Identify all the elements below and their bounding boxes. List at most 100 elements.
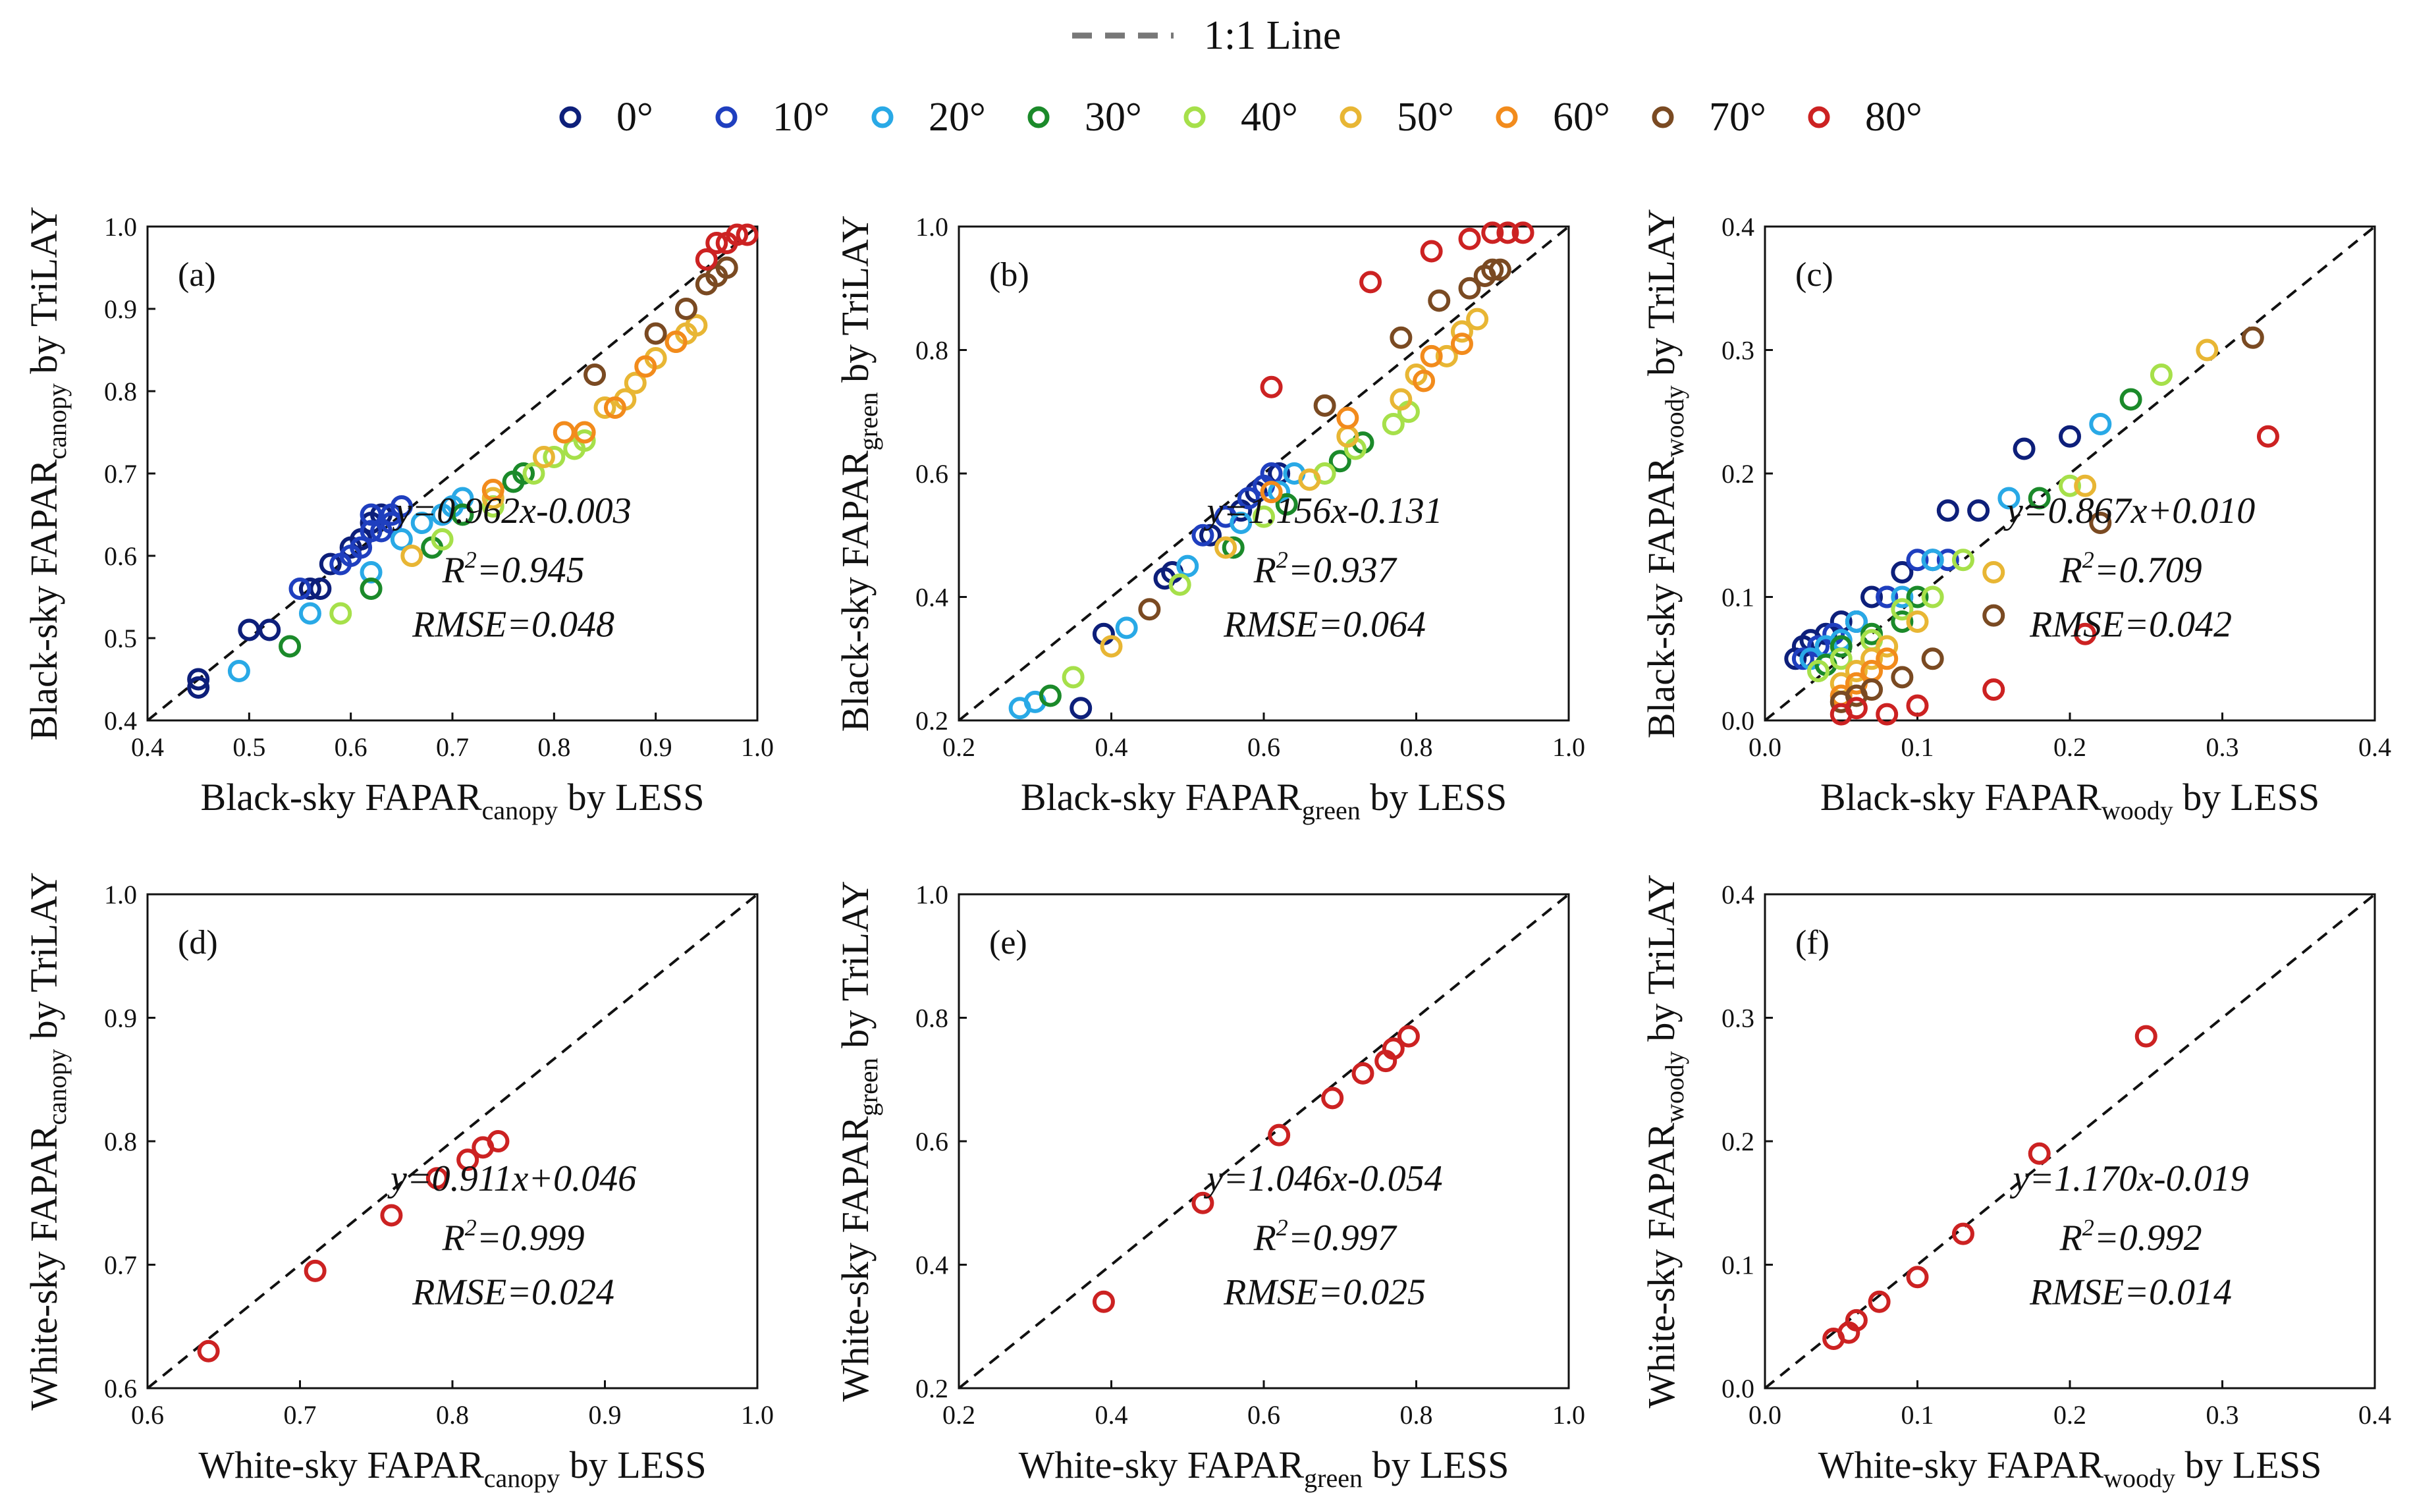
data-point-60deg (481, 479, 504, 501)
data-point-50deg (685, 314, 708, 337)
data-point-10deg (1237, 487, 1260, 510)
data-point-20deg (1230, 512, 1253, 534)
data-point-50deg (1466, 308, 1489, 331)
x-tick-label: 1.0 (741, 1400, 774, 1430)
legend-1to1-label: 1:1 Line (1204, 13, 1341, 58)
legend-label-2: 20° (929, 95, 986, 140)
data-point-30deg (2119, 388, 2142, 411)
data-point-0deg (1860, 585, 1884, 608)
data-point-80deg (197, 1339, 220, 1363)
data-point-60deg (634, 355, 657, 378)
x-tick-label: 0.3 (2206, 732, 2239, 762)
data-point-60deg (1876, 647, 1899, 670)
data-point-70deg (1390, 326, 1413, 349)
data-point-50deg (1214, 536, 1237, 559)
y-tick-label: 0.6 (104, 541, 137, 571)
legend-marker-7 (1652, 106, 1674, 128)
data-point-80deg (695, 248, 718, 271)
legend-label-6: 60° (1553, 95, 1610, 140)
panel-tag: (a) (178, 256, 216, 294)
panel-e: 0.2 0.4 0.6 0.8 1.0 0.2 0.4 0.6 0.8 1.0 (e) y=1.046… (834, 880, 1585, 1493)
data-point-30deg (512, 462, 535, 485)
data-point-80deg (1951, 1222, 1974, 1245)
x-tick-label: 0.8 (436, 1400, 469, 1430)
one-to-one-line (146, 893, 759, 1390)
legend-label-1: 10° (773, 95, 830, 140)
x-tick-label: 0.6 (1247, 732, 1280, 762)
y-tick-label: 0.2 (1722, 459, 1754, 489)
x-tick-label: 0.9 (589, 1400, 622, 1430)
data-point-60deg (1336, 406, 1359, 429)
data-point-80deg (2028, 1142, 2051, 1165)
y-tick-label: 0.2 (1722, 1127, 1754, 1156)
data-point-80deg (487, 1130, 510, 1152)
data-point-30deg (1906, 585, 1929, 608)
y-tick-label: 0.4 (1722, 212, 1754, 242)
data-point-30deg (1328, 450, 1351, 473)
data-point-50deg (1435, 344, 1458, 367)
y-tick-label: 0.9 (104, 294, 137, 324)
data-point-10deg (380, 512, 403, 534)
data-point-30deg (1891, 610, 1914, 633)
x-tick-label: 0.7 (284, 1400, 317, 1430)
panel-tag: (b) (989, 256, 1029, 294)
data-point-80deg (1481, 221, 1504, 244)
panel-d: 0.6 0.7 0.8 0.9 1.0 0.6 0.7 0.8 0.9 1.0 (d) y=0.911… (22, 872, 774, 1493)
data-point-80deg (1906, 694, 1929, 717)
rmse: RMSE=0.014 (2029, 1272, 2232, 1313)
data-point-60deg (573, 421, 596, 444)
y-tick-label: 0.2 (915, 706, 948, 736)
regression-equation: y=1.170x-0.019 (2010, 1158, 2249, 1199)
data-point-70deg (1891, 666, 1914, 689)
x-axis-label: Black-sky FAPARwoody by LESS (1820, 776, 2319, 825)
r-squared: R2=0.709 (2059, 547, 2202, 591)
data-point-70deg (1860, 678, 1884, 701)
data-point-20deg (1845, 610, 1868, 633)
data-point-80deg (1321, 1087, 1344, 1110)
data-point-0deg (2013, 437, 2036, 460)
data-point-60deg (1450, 333, 1473, 356)
data-point-20deg (1891, 585, 1914, 608)
one-to-one-line (146, 225, 759, 722)
data-point-50deg (1298, 468, 1321, 491)
data-point-40deg (543, 446, 566, 468)
x-tick-label: 0.9 (639, 732, 672, 762)
data-point-80deg (425, 1167, 448, 1190)
data-point-50deg (1982, 561, 2005, 583)
one-to-one-line (958, 893, 1570, 1390)
data-point-20deg (227, 660, 250, 682)
r-squared: R2=0.999 (442, 1214, 585, 1258)
data-point-0deg (258, 618, 281, 641)
x-tick-label: 0.8 (1400, 1400, 1433, 1430)
data-point-30deg (1830, 635, 1853, 658)
data-point-50deg (1845, 660, 1868, 682)
y-axis-label: Black-sky FAPARcanopy by TriLAY (22, 206, 72, 740)
data-point-20deg (1115, 616, 1138, 639)
panel-b: 0.2 0.4 0.6 0.8 1.0 0.2 0.4 0.6 0.8 1.0 (b) y=1.156… (834, 212, 1585, 825)
data-point-10deg (1191, 524, 1214, 547)
y-tick-label: 1.0 (915, 212, 948, 242)
legend-marker-0 (559, 106, 582, 128)
data-point-60deg (664, 331, 688, 353)
y-axis-label: Black-sky FAPARwoody by TriLAY (1640, 209, 1689, 739)
y-tick-label: 0.0 (1722, 706, 1754, 736)
data-point-40deg (2150, 364, 2173, 386)
data-point-80deg (705, 232, 728, 254)
data-point-40deg (1921, 585, 1944, 608)
data-point-80deg (726, 223, 749, 246)
y-tick-label: 0.8 (915, 336, 948, 365)
data-point-20deg (2089, 413, 2112, 435)
data-point-80deg (1382, 1037, 1405, 1060)
data-point-50deg (1860, 647, 1884, 670)
data-point-70deg (1313, 394, 1336, 417)
regression-equation: y=0.962x-0.003 (393, 491, 632, 531)
data-point-60deg (1260, 481, 1283, 504)
data-point-80deg (2134, 1025, 2157, 1048)
y-axis-label: White-sky FAPARwoody by TriLAY (1640, 875, 1689, 1409)
data-point-70deg (1138, 598, 1161, 621)
data-point-70deg (583, 364, 607, 386)
data-point-50deg (2196, 338, 2219, 362)
y-axis-label: Black-sky FAPARgreen by TriLAY (834, 215, 883, 732)
rmse: RMSE=0.024 (412, 1272, 614, 1313)
legend-label-7: 70° (1709, 95, 1766, 140)
